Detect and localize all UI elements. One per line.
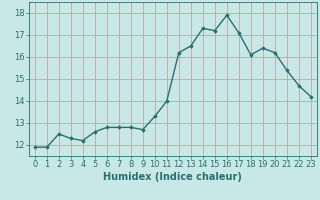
X-axis label: Humidex (Indice chaleur): Humidex (Indice chaleur) [103,172,242,182]
